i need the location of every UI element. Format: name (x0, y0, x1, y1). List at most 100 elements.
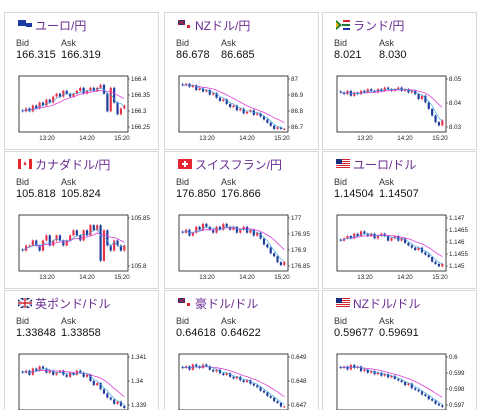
rate-card[interactable]: NZドル/円 Bid Ask 86.678 86.685 87 86.9 86.8 86.7 13… (164, 12, 319, 150)
candle (383, 87, 386, 91)
candle (102, 389, 106, 394)
price-chart[interactable]: 1.147 1.1465 1.146 1.1455 1.145 13:20 14:20 15:… (323, 204, 477, 289)
candle (41, 366, 45, 369)
candle (339, 91, 342, 93)
y-tick-label: 176.9 (291, 247, 307, 254)
candle (218, 97, 222, 101)
x-tick-label: 15:20 (114, 274, 130, 281)
currency-pair-link[interactable]: スイスフラン/円 (195, 158, 282, 172)
candle (356, 233, 359, 236)
ask-value: 8.030 (379, 49, 407, 61)
candle (245, 380, 249, 382)
y-tick-label: 86.9 (291, 92, 304, 99)
candle (31, 240, 34, 246)
candle (397, 378, 400, 381)
currency-pair-link[interactable]: NZドル/円 (195, 19, 251, 33)
price-chart[interactable]: 177 176.95 176.9 176.85 13:20 14:20 15:20 (165, 204, 319, 289)
candle (363, 231, 366, 234)
price-chart[interactable]: 166.4 166.35 166.3 166.25 13:20 14:20 15:20 (5, 65, 159, 150)
bid-label: Bid (334, 177, 348, 187)
y-tick-label: 177 (291, 215, 302, 222)
candle (65, 374, 68, 377)
currency-pair-link[interactable]: ランド/円 (353, 19, 405, 33)
candle (123, 245, 126, 251)
currency-pair-link[interactable]: カナダドル/円 (35, 158, 111, 172)
au-flag-icon (178, 298, 192, 308)
candle (38, 102, 41, 109)
candle (242, 380, 245, 382)
candle (376, 89, 380, 93)
candle (79, 235, 82, 241)
candle (431, 399, 434, 401)
candle (232, 226, 235, 230)
candle (431, 108, 434, 116)
currency-pair-link[interactable]: 豪ドル/ドル (195, 297, 259, 311)
candle (259, 387, 262, 391)
candle (208, 366, 211, 370)
candle (72, 372, 75, 375)
bid-label: Bid (16, 38, 30, 48)
bid-value: 86.678 (176, 49, 210, 61)
rate-card[interactable]: カナダドル/円 Bid Ask 105.818 105.824 105.85 105.8 13… (4, 151, 159, 289)
candle (82, 372, 85, 377)
candle (269, 396, 272, 398)
candle (269, 122, 272, 126)
bid-value: 176.850 (176, 188, 216, 200)
candle (212, 229, 215, 233)
rate-card[interactable]: ユーロ/ドル Bid Ask 1.14504 1.14507 1.147 1.1465 1.1… (322, 151, 477, 289)
candle (55, 372, 58, 375)
candle (222, 99, 225, 101)
candle (366, 233, 369, 236)
ask-label: Ask (221, 316, 237, 326)
currency-pair-link[interactable]: 英ポンド/ドル (35, 297, 111, 311)
price-chart[interactable]: 8.05 8.04 8.03 13:20 14:20 15:20 (323, 65, 477, 150)
candle (48, 370, 51, 373)
y-tick-label: 8.05 (449, 76, 462, 83)
candle (116, 102, 119, 115)
candle (72, 230, 75, 236)
y-tick-label: 166.4 (131, 76, 147, 83)
currency-pair-link[interactable]: NZドル/ドル (353, 297, 421, 311)
x-tick-label: 14:20 (79, 274, 95, 281)
candle (85, 90, 89, 94)
candle (205, 223, 208, 227)
moving-average-line (340, 234, 443, 257)
candle (417, 94, 420, 100)
candle (434, 400, 437, 404)
candle (262, 238, 266, 245)
rate-card[interactable]: 豪ドル/ドル Bid Ask 0.64618 0.64622 0.649 0.648 0.64… (164, 290, 319, 410)
currency-pair-link[interactable]: ユーロ/ドル (353, 158, 417, 172)
candle (92, 87, 95, 91)
candle (205, 90, 208, 92)
moving-average-line (340, 88, 443, 122)
candle (427, 254, 430, 257)
bid-label: Bid (176, 316, 190, 326)
candle (256, 113, 259, 115)
candle (276, 401, 279, 403)
candle (269, 247, 272, 254)
candle (69, 93, 72, 97)
candle (201, 223, 205, 230)
currency-pair-link[interactable]: ユーロ/円 (35, 19, 87, 33)
rate-card[interactable]: 英ポンド/ドル Bid Ask 1.33848 1.33858 1.341 1.34 1.33… (4, 290, 159, 410)
rate-card[interactable]: ユーロ/円 Bid Ask 166.315 166.319 166.4 166.35 166.… (4, 12, 159, 150)
rate-card[interactable]: スイスフラン/円 Bid Ask 176.850 176.866 177 176.95 176… (164, 151, 319, 289)
rate-card[interactable]: ランド/円 Bid Ask 8.021 8.030 8.05 8.04 8.03 13:20 14… (322, 12, 477, 150)
price-chart[interactable]: 105.85 105.8 13:20 14:20 15:20 (5, 204, 159, 289)
candle (205, 364, 208, 367)
rate-card[interactable]: NZドル/ドル Bid Ask 0.59677 0.59691 0.6 0.599 0.598… (322, 290, 477, 410)
moving-average-line (22, 368, 125, 406)
za-flag-icon (336, 20, 350, 30)
y-tick-label: 166.25 (131, 124, 150, 131)
candle (366, 89, 369, 93)
candle (400, 238, 403, 241)
candle (109, 397, 112, 400)
candle (208, 226, 211, 230)
candle (373, 371, 376, 375)
moving-average-line (22, 232, 125, 251)
ask-value: 166.319 (61, 49, 101, 61)
price-chart[interactable]: 87 86.9 86.8 86.7 13:20 14:20 15:20 (165, 65, 319, 150)
